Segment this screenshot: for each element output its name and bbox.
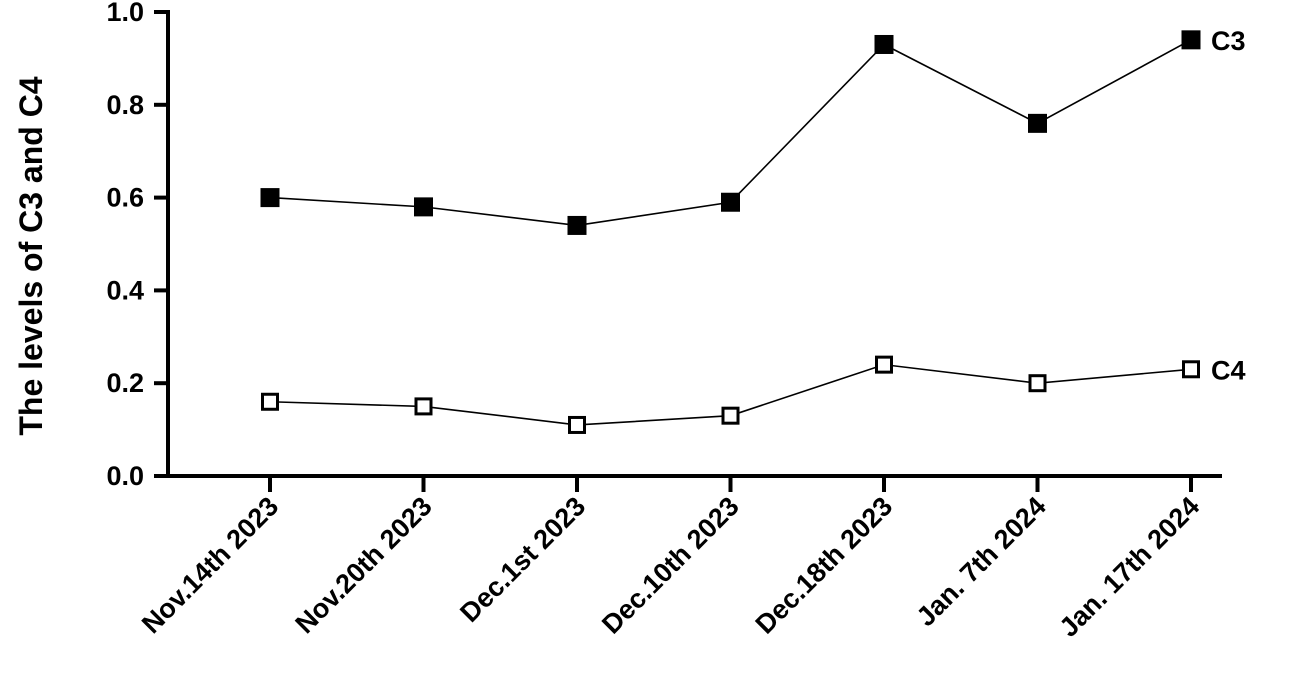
data-point: [874, 34, 894, 54]
series-label: C3: [1211, 26, 1246, 56]
x-tick-label: Dec.10th 2023: [596, 491, 745, 640]
series-c3: C3: [260, 26, 1246, 235]
y-tick-label: 0.4: [106, 275, 144, 305]
data-point: [875, 355, 893, 374]
x-tick-label: Jan. 7th 2024: [911, 491, 1052, 632]
series-c4: C4: [261, 355, 1246, 434]
x-tick-label: Jan. 17th 2024: [1053, 491, 1205, 643]
data-point: [260, 188, 280, 208]
x-tick-label: Dec.18th 2023: [750, 491, 899, 640]
data-point: [1181, 30, 1201, 50]
data-point: [1028, 113, 1047, 133]
x-tick-label: Dec.1st 2023: [454, 491, 591, 628]
data-point: [721, 406, 740, 425]
x-tick-label: Nov.20th 2023: [290, 491, 438, 639]
y-tick-label: 0.6: [106, 183, 144, 213]
plot-area: 0.0 0.2 0.4 0.6 0.8 1.0 Nov.14th 2023 Nov.20th…: [106, 0, 1245, 643]
data-point: [414, 397, 433, 416]
data-point: [567, 215, 587, 235]
y-ticks: 0.0 0.2 0.4 0.6 0.8 1.0: [106, 0, 168, 491]
y-tick-label: 1.0: [106, 0, 144, 27]
x-tick-label: Nov.14th 2023: [136, 491, 284, 639]
data-point: [1182, 360, 1200, 379]
y-tick-label: 0.0: [106, 461, 144, 491]
series-group: C3 C4: [260, 26, 1246, 434]
x-ticks: Nov.14th 2023 Nov.20th 2023 Dec.1st 2023 De…: [136, 476, 1205, 643]
data-point: [568, 415, 586, 434]
y-axis-title: The levels of C3 and C4: [13, 76, 49, 435]
y-tick-label: 0.2: [106, 368, 144, 398]
data-point: [414, 197, 433, 217]
data-point: [1028, 374, 1047, 393]
y-tick-label: 0.8: [106, 90, 144, 120]
data-point: [261, 392, 279, 411]
series-label: C4: [1211, 355, 1246, 385]
data-point: [721, 192, 740, 212]
